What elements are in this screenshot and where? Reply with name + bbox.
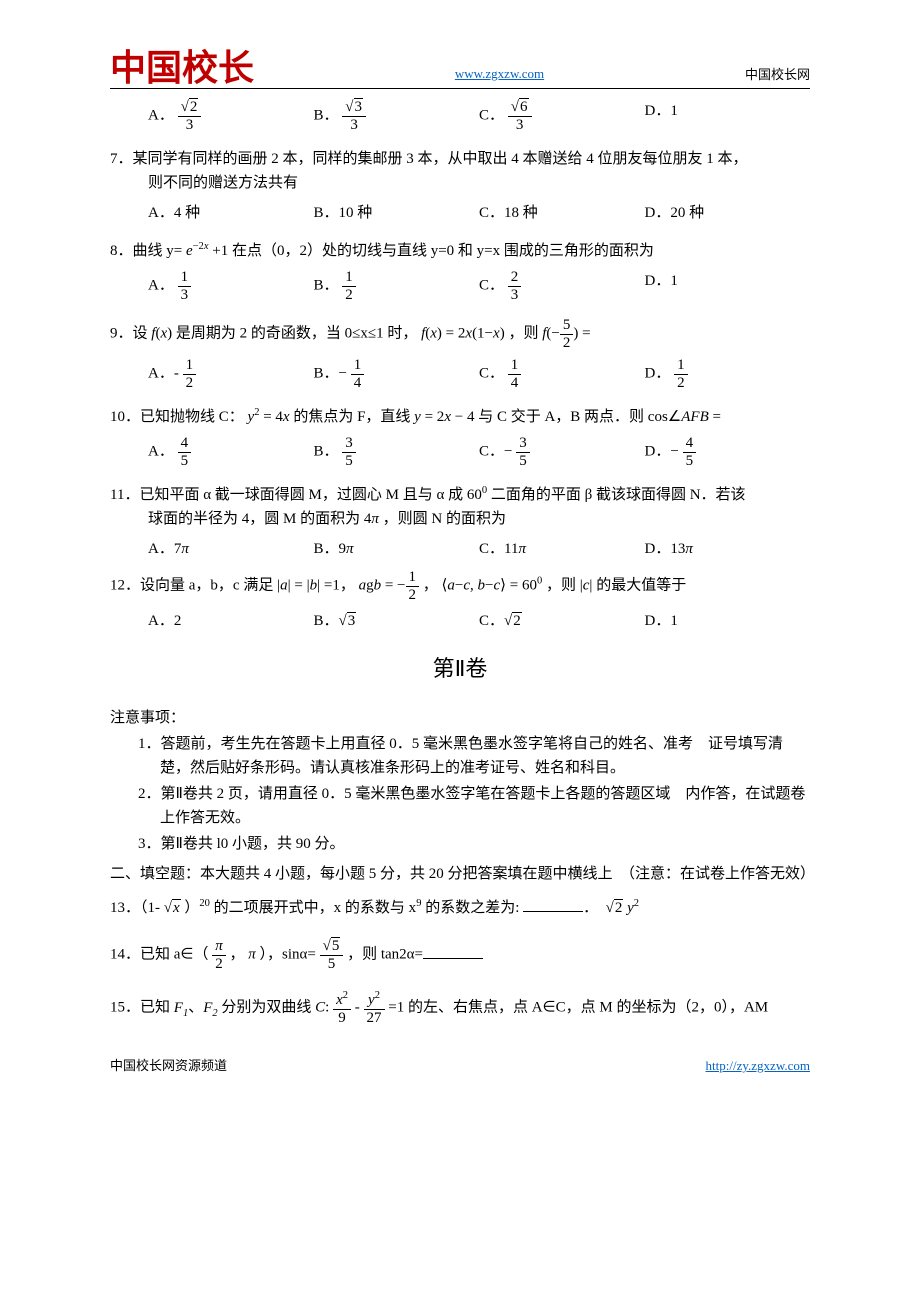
q11-opt-b: B．9π xyxy=(314,537,480,561)
q6-opt-d: D．1 xyxy=(645,99,811,133)
q10-opt-d: D．− 45 xyxy=(645,435,811,469)
q10-options: A． 45 B． 35 C．− 35 D．− 45 xyxy=(110,435,810,469)
q9-opt-b: B．− 14 xyxy=(314,357,480,391)
q11-opt-a: A．7π xyxy=(148,537,314,561)
q7-opt-c: C．18 种 xyxy=(479,201,645,225)
q14: 14．已知 a∈（ π2 ， π ），sinα= √55 ，则 tan2α= xyxy=(110,938,810,972)
q8: 8．曲线 y= e−2x +1 在点（0，2）处的切线与直线 y=0 和 y=x… xyxy=(110,239,810,263)
q9-options: A．- 12 B．− 14 C． 14 D． 12 xyxy=(110,357,810,391)
q10-opt-a: A． 45 xyxy=(148,435,314,469)
notice-item-1: 1．答题前，考生先在答题卡上用直径 0．5 毫米黑色墨水签字笔将自己的姓名、准考… xyxy=(110,732,810,780)
q11-opt-c: C．11π xyxy=(479,537,645,561)
q6-options: A． √23 B． √33 C． √63 D．1 xyxy=(110,99,810,133)
q11: 11．已知平面 α 截一球面得圆 M，过圆心 M 且与 α 成 600 二面角的… xyxy=(110,483,810,531)
q8-opt-c: C． 23 xyxy=(479,269,645,303)
page-container: 中国校长 www.zgxzw.com 中国校长网 A． √23 B． √33 C… xyxy=(0,0,920,1117)
q6-opt-b: B． √33 xyxy=(314,99,480,133)
q12-opt-d: D．1 xyxy=(645,609,811,633)
section-2-title: 第Ⅱ卷 xyxy=(110,651,810,686)
logo-text: 中国校长 xyxy=(110,50,254,86)
q9-opt-c: C． 14 xyxy=(479,357,645,391)
q9-opt-a: A．- 12 xyxy=(148,357,314,391)
fill-section-header: 二、填空题：本大题共 4 小题，每小题 5 分，共 20 分把答案填在题中横线上… xyxy=(110,862,810,886)
q8-opt-d: D．1 xyxy=(645,269,811,303)
page-footer: 中国校长网资源频道 http://zy.zgxzw.com xyxy=(110,1056,810,1077)
q7: 7．某同学有同样的画册 2 本，同样的集邮册 3 本，从中取出 4 本赠送给 4… xyxy=(110,147,810,195)
q8-opt-a: A． 13 xyxy=(148,269,314,303)
q15: 15．已知 F1、F2 分别为双曲线 C: x29 - y227 =1 的左、右… xyxy=(110,990,810,1026)
q14-blank xyxy=(423,943,483,959)
q12-opt-c: C．√2 xyxy=(479,609,645,633)
q8-opt-b: B． 12 xyxy=(314,269,480,303)
page-header: 中国校长 www.zgxzw.com 中国校长网 xyxy=(110,50,810,89)
notice-item-2: 2．第Ⅱ卷共 2 页，请用直径 0．5 毫米黑色墨水签字笔在答题卡上各题的答题区… xyxy=(110,782,810,830)
q12-opt-a: A．2 xyxy=(148,609,314,633)
q8-options: A． 13 B． 12 C． 23 D．1 xyxy=(110,269,810,303)
q6-opt-c: C． √63 xyxy=(479,99,645,133)
q7-opt-d: D．20 种 xyxy=(645,201,811,225)
notice-item-3: 3．第Ⅱ卷共 l0 小题，共 90 分。 xyxy=(110,832,810,856)
notice-title: 注意事项： xyxy=(110,706,810,730)
footer-left: 中国校长网资源频道 xyxy=(110,1056,227,1077)
q10-opt-b: B． 35 xyxy=(314,435,480,469)
q6-opt-a: A． √23 xyxy=(148,99,314,133)
header-link-container: www.zgxzw.com xyxy=(254,62,745,86)
q9-opt-d: D． 12 xyxy=(645,357,811,391)
footer-link[interactable]: http://zy.zgxzw.com xyxy=(706,1056,810,1077)
header-link[interactable]: www.zgxzw.com xyxy=(455,66,544,81)
header-site-name: 中国校长网 xyxy=(745,65,810,86)
q12-opt-b: B．√3 xyxy=(314,609,480,633)
q7-options: A．4 种 B．10 种 C．18 种 D．20 种 xyxy=(110,201,810,225)
q7-opt-a: A．4 种 xyxy=(148,201,314,225)
q10: 10．已知抛物线 C： y2 = 4x 的焦点为 F，直线 y = 2x − 4… xyxy=(110,405,810,429)
q10-opt-c: C．− 35 xyxy=(479,435,645,469)
q13: 13．（1- √x ）20 的二项展开式中，x 的系数与 x9 的系数之差为: … xyxy=(110,896,810,920)
q12: 12．设向量 a，b，c 满足 |a| = |b| =1， agb = −12 … xyxy=(110,569,810,603)
q7-text2: 则不同的赠送方法共有 xyxy=(110,171,810,195)
q7-opt-b: B．10 种 xyxy=(314,201,480,225)
q7-text1: 7．某同学有同样的画册 2 本，同样的集邮册 3 本，从中取出 4 本赠送给 4… xyxy=(110,147,810,171)
q11-options: A．7π B．9π C．11π D．13π xyxy=(110,537,810,561)
q9: 9．设 f(x) 是周期为 2 的奇函数，当 0≤x≤1 时， f(x) = 2… xyxy=(110,317,810,351)
q12-options: A．2 B．√3 C．√2 D．1 xyxy=(110,609,810,633)
q13-blank xyxy=(523,896,583,912)
q11-opt-d: D．13π xyxy=(645,537,811,561)
